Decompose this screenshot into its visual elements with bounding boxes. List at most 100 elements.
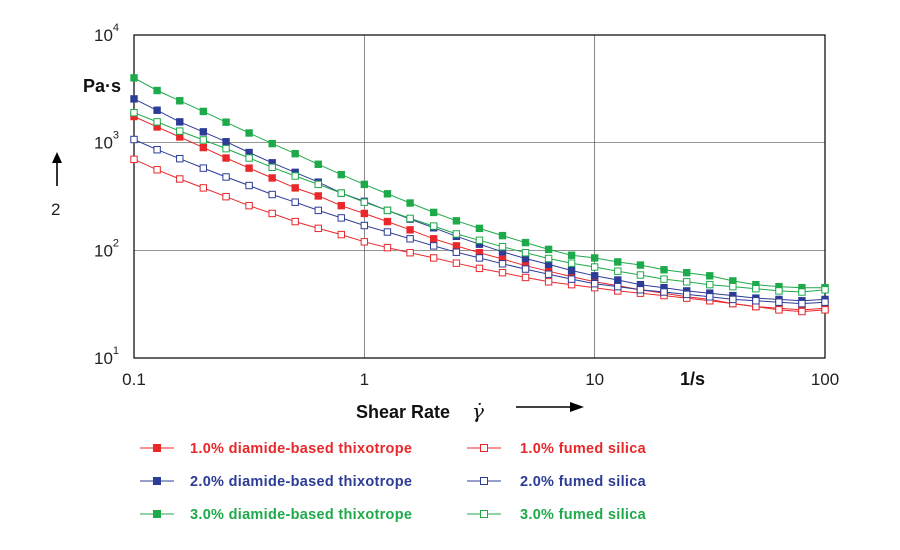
series-3 [130, 74, 829, 292]
data-point [153, 166, 161, 174]
data-point [614, 267, 622, 275]
data-point [798, 288, 806, 296]
series-5 [130, 135, 829, 308]
data-point [729, 295, 737, 304]
legend-marker [153, 510, 161, 518]
data-point [337, 189, 345, 197]
data-point [383, 228, 392, 236]
x-arrow-icon [516, 402, 584, 412]
y-arrow-icon [52, 152, 62, 186]
data-point [130, 155, 138, 164]
data-point [314, 192, 322, 200]
data-point [222, 192, 230, 201]
data-point [268, 190, 276, 199]
x-tick-label: 0.1 [122, 370, 146, 389]
data-point [752, 297, 760, 305]
data-point [475, 254, 484, 262]
data-point [153, 106, 161, 114]
data-point [521, 238, 530, 247]
data-point [683, 278, 691, 286]
data-point [475, 224, 484, 233]
data-point [798, 307, 806, 316]
data-point [406, 226, 414, 234]
y-side-label: 2 [51, 200, 60, 219]
data-point [590, 279, 599, 288]
data-point [429, 208, 438, 217]
data-point [199, 143, 208, 152]
tick-labels: 0.1 1 10 100 101 102 103 104 [94, 22, 839, 389]
data-point [521, 249, 530, 257]
legend-item: 3.0% fumed silica [467, 507, 647, 523]
data-point [383, 190, 392, 198]
data-point [475, 264, 484, 273]
legend-marker [480, 510, 488, 518]
data-point [406, 249, 414, 257]
data-point [245, 164, 253, 172]
shear-rate-symbol: γ̇ [472, 399, 484, 423]
legend-item: 2.0% diamide-based thixotrope [140, 474, 412, 490]
data-point [636, 261, 645, 269]
data-point [544, 278, 553, 286]
legend-label: 3.0% fumed silica [520, 507, 647, 523]
legend-item: 1.0% diamide-based thixotrope [140, 441, 412, 457]
data-point [821, 298, 829, 306]
data-point [544, 270, 553, 278]
data-point [636, 286, 645, 294]
legend-label: 1.0% fumed silica [520, 441, 647, 457]
data-point [360, 238, 369, 246]
y-tick-label: 102 [94, 237, 119, 260]
data-point [498, 231, 507, 240]
data-point [567, 266, 576, 275]
data-point [614, 282, 622, 291]
data-point [153, 146, 161, 154]
data-point [222, 173, 230, 181]
data-point [452, 259, 461, 267]
data-point [590, 254, 599, 262]
data-point [360, 198, 369, 206]
data-point [199, 164, 208, 172]
data-point [660, 266, 668, 274]
data-point [199, 184, 208, 192]
data-point [683, 268, 691, 277]
series-line [133, 116, 826, 311]
data-point [176, 118, 184, 126]
data-point [636, 271, 645, 279]
data-point [521, 273, 530, 282]
data-point [130, 108, 138, 117]
data-point [245, 201, 253, 210]
data-point [775, 298, 783, 306]
data-point [452, 248, 461, 256]
plot-frame [133, 34, 826, 359]
y-tick-label: 103 [94, 130, 119, 153]
data-point [176, 175, 184, 183]
data-point [798, 299, 806, 308]
data-point [498, 243, 507, 251]
data-point [429, 254, 438, 262]
data-point [268, 139, 276, 148]
legend-marker [153, 477, 161, 485]
data-point [291, 184, 299, 192]
x-unit-label: 1/s [680, 369, 705, 389]
data-point [360, 180, 369, 189]
legend-label: 3.0% diamide-based thixotrope [190, 507, 412, 523]
data-point [268, 174, 276, 182]
data-point [360, 221, 369, 230]
data-point [337, 201, 345, 210]
series-6 [130, 108, 829, 296]
data-point [291, 198, 299, 206]
data-point [475, 236, 484, 244]
data-point [706, 280, 714, 289]
legend-label: 2.0% fumed silica [520, 474, 647, 490]
data-point [383, 206, 392, 215]
data-point [544, 245, 553, 254]
data-point [706, 272, 714, 280]
legend-item: 1.0% fumed silica [467, 441, 647, 457]
data-point [314, 160, 322, 168]
data-point [383, 243, 392, 252]
y-tick-label: 101 [94, 345, 119, 368]
data-point [406, 235, 414, 243]
data-point [429, 222, 438, 230]
data-point [590, 272, 599, 280]
data-point [291, 172, 299, 180]
